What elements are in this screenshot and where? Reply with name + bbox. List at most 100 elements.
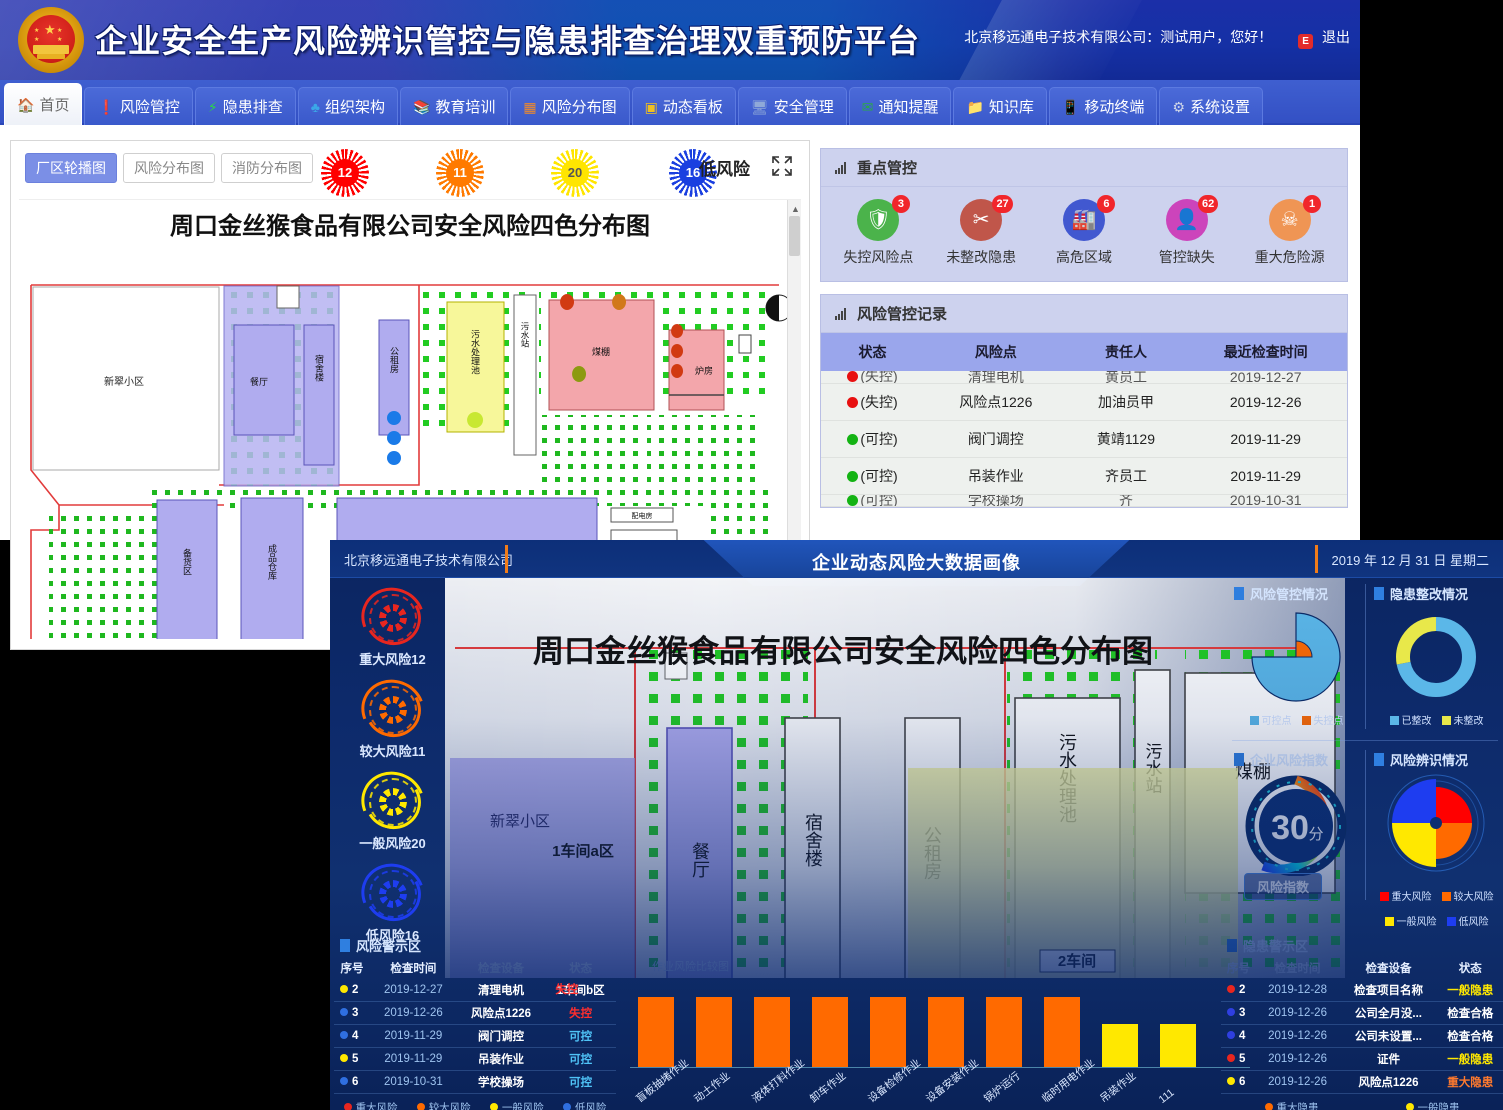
table-row[interactable]: (可控) 学校操场齐 2019-10-31 (821, 494, 1347, 507)
books-icon: 📚 (412, 98, 431, 115)
col-header: 序号 (340, 963, 364, 975)
table-row[interactable]: 5 2019-12-26 证件 一般隐患 (1221, 1047, 1503, 1071)
table-row[interactable]: (可控) 阀门调控 黄靖1129 2019-11-29 (821, 420, 1347, 458)
nav-tab-2[interactable]: ❗ 风险管控 (84, 87, 193, 125)
row-dot (1227, 1054, 1235, 1062)
risk-index-button[interactable]: 风险指数 (1244, 873, 1323, 900)
fullscreen-icon[interactable] (771, 155, 793, 177)
comparison-chart-label: 作业风险比较图 (652, 961, 729, 973)
hazard-warning-title: 隐患警示区 (1243, 939, 1309, 954)
page-title: 企业安全生产风险辨识管控与隐患排查治理双重预防平台 (95, 22, 921, 60)
nav-tab-8[interactable]: 🖥 安全管理 (737, 87, 847, 125)
row-date: 2019-10-31 (369, 1070, 457, 1094)
hazard-warning-panel: 隐患警示区 序号 检查时间 检查设备 状态 2 2019-12-28 检查项目名称 一般隐患… (1221, 930, 1503, 1110)
kpi-5[interactable]: ☠ 1 重大危险源 (1242, 195, 1337, 267)
kpi-1[interactable]: 🛡 3 失控风险点 (831, 195, 926, 267)
legend-item: 较大风险 (1441, 888, 1494, 903)
map-tab-3[interactable]: 消防分布图 (221, 153, 313, 183)
nav-tab-6[interactable]: ▦ 风险分布图 (510, 87, 630, 125)
risk-warning-title-row: 风险警示区 (334, 930, 616, 957)
main-navigation: 🏠 首页 ❗ 风险管控 ⚡ 隐患排查 ♣ 组织架构 📚 教育培训 ▦ 风险分布图 ▣ 动态看板 🖥 安全管理 ✉… (0, 80, 1360, 125)
row-device: 风险点1226 (456, 1001, 546, 1025)
table-row[interactable]: (可控) 吊装作业 齐员工 2019-11-29 (821, 457, 1347, 495)
row-dot (340, 1008, 348, 1016)
scrollbar-thumb[interactable] (789, 216, 800, 256)
kpi-4[interactable]: 👤 62 管控缺失 (1139, 195, 1234, 267)
bar-10 (1160, 1023, 1196, 1067)
bar-5 (870, 997, 906, 1067)
svg-text:宿舍楼: 宿舍楼 (803, 813, 823, 867)
major-risk-badge[interactable]: 12 (321, 149, 369, 197)
nav-tab-12[interactable]: ⚙ 系统设置 (1159, 87, 1263, 125)
nav-tab-7[interactable]: ▣ 动态看板 (631, 87, 736, 125)
record-point: 学校操场 (924, 494, 1068, 507)
nav-tab-1[interactable]: 🏠 首页 (4, 83, 83, 125)
table-row[interactable]: 3 2019-12-26 风险点1226 失控 (334, 1001, 616, 1025)
donut-chart-hazard-rectify (1396, 617, 1476, 697)
general-risk-badge[interactable]: 20 (551, 149, 599, 197)
table-row[interactable]: 4 2019-12-26 公司未设置... 检查合格 (1221, 1024, 1503, 1048)
legend-item: 可控点 (1249, 712, 1292, 727)
kpi-count: 1 (1303, 195, 1322, 213)
nav-tab-4[interactable]: ♣ 组织架构 (297, 87, 398, 125)
record-point: 吊装作业 (924, 457, 1068, 495)
legend-item: 已整改 (1389, 712, 1432, 727)
record-owner: 黄员工 (1067, 371, 1185, 384)
svg-text:污水站: 污水站 (520, 322, 530, 349)
nav-tab-3[interactable]: ⚡ 隐患排查 (194, 87, 296, 125)
legend-item: 未整改 (1441, 712, 1484, 727)
nav-tab-10[interactable]: 📁 知识库 (953, 87, 1047, 125)
map-tab-2[interactable]: 风险分布图 (123, 153, 215, 183)
row-device: 风险点1226 (1339, 1070, 1438, 1094)
record-owner: 齐员工 (1067, 457, 1185, 495)
legend-item: 重大风险 (343, 1100, 398, 1110)
kpi-2[interactable]: ✂ 27 未整改隐患 (934, 195, 1029, 267)
risk-level-label: 重大风险12 (359, 652, 426, 667)
hazard-rectify-chart: 隐患整改情况 已整改 未整改 (1368, 578, 1503, 727)
logout-button[interactable]: 退出 (1322, 29, 1350, 45)
legend-item: 重大隐患 (1264, 1100, 1319, 1110)
kpi-label: 高危区域 (1055, 249, 1112, 265)
risk-gear-icon (350, 853, 435, 935)
user-bar: 北京移远通电子技术有限公司：测试用户，您好！ E 退出 (964, 27, 1350, 49)
table-row[interactable]: 6 2019-10-31 学校操场 可控 (334, 1070, 616, 1094)
nav-tab-9[interactable]: ✉ 通知提醒 (848, 87, 952, 125)
table-row[interactable]: 4 2019-11-29 阀门调控 可控 (334, 1024, 616, 1048)
table-row[interactable]: 2 2019-12-27 清理电机 1车间b区 失控 (334, 979, 616, 1002)
kpi-count: 3 (891, 195, 910, 213)
nav-tab-label: 动态看板 (662, 99, 723, 116)
svg-text:餐厅: 餐厅 (690, 842, 710, 878)
table-row[interactable]: 2 2019-12-28 检查项目名称 一般隐患 (1221, 979, 1503, 1002)
map-tab-1[interactable]: 厂区轮播图 (25, 153, 117, 183)
row-status: 检查合格 (1437, 1001, 1503, 1025)
hazard-warning-title-row: 隐患警示区 (1221, 930, 1503, 957)
table-row[interactable]: 3 2019-12-26 公司全月没... 检查合格 (1221, 1001, 1503, 1025)
record-status: (失控) (821, 371, 925, 384)
kpi-3[interactable]: 🏭 6 高危区域 (1036, 195, 1131, 267)
low-risk-badge[interactable]: 16 (669, 149, 717, 197)
map-scrollbar[interactable]: ▲ (787, 200, 801, 639)
table-row[interactable]: 5 2019-11-29 吊装作业 可控 (334, 1047, 616, 1071)
nav-tab-5[interactable]: 📚 教育培训 (399, 87, 509, 125)
high-risk-badge[interactable]: 11 (436, 149, 484, 197)
table-row[interactable]: (失控) 风险点1226 加油员甲 2019-12-26 (821, 383, 1347, 421)
table-row[interactable]: 6 2019-12-26 风险点1226 重大隐患 (1221, 1070, 1503, 1094)
warning-icon: ❗ (97, 98, 115, 115)
exit-icon[interactable]: E (1298, 34, 1314, 49)
scroll-up-icon[interactable]: ▲ (791, 204, 800, 214)
row-dot (1227, 1008, 1235, 1016)
risk-warning-legend: 重大风险 较大风险 一般风险 低风险 (334, 1094, 616, 1110)
row-dot (1227, 985, 1235, 993)
row-dot (340, 985, 348, 993)
row-index: 2 (1221, 979, 1256, 1002)
row-status: 可控 (545, 1047, 616, 1071)
col-header: 序号 (1226, 963, 1250, 975)
risk-control-chart-title: 风险管控情况 (1250, 587, 1329, 602)
panel-tag-icon (1374, 753, 1384, 766)
table-row[interactable]: (失控) 清理电机 黄员工 2019-12-27 (821, 371, 1347, 384)
mobile-icon: 📱 (1061, 98, 1080, 115)
nav-tab-11[interactable]: 📱 移动终端 (1048, 87, 1158, 125)
bar-label: 111 (1156, 1086, 1177, 1106)
risk-warning-table: 序号 检查时间 检查设备 状态 2 2019-12-27 清理电机 1车间b区 失控 3 2019… (334, 957, 616, 1094)
status-dot (847, 371, 859, 382)
